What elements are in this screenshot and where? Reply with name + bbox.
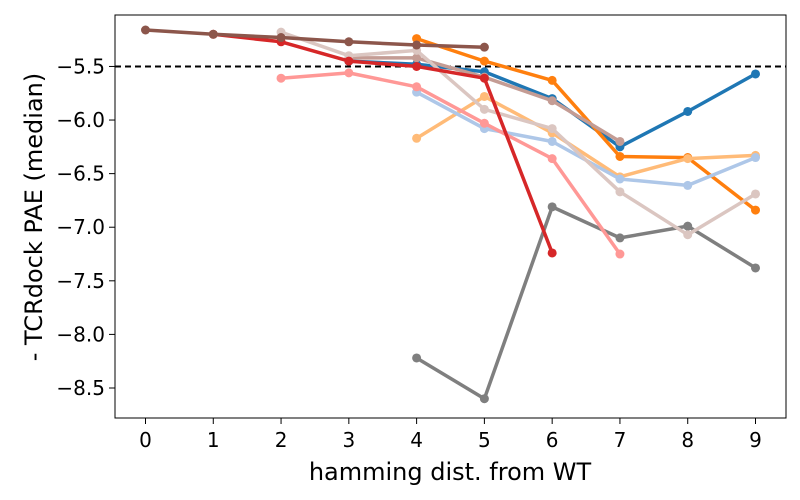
data-point (683, 180, 693, 190)
data-point (412, 82, 422, 92)
y-tick-label: −8.5 (56, 376, 105, 400)
data-point (276, 33, 286, 43)
x-tick-label: 4 (410, 428, 423, 452)
data-point (683, 221, 693, 231)
data-point (547, 248, 557, 258)
data-point (276, 73, 286, 83)
data-point (615, 233, 625, 243)
data-point (751, 189, 760, 199)
data-point (547, 202, 557, 212)
y-tick-label: −8.0 (56, 322, 105, 346)
data-point (412, 61, 422, 71)
x-tick-label: 7 (614, 428, 627, 452)
data-point (615, 174, 625, 184)
data-point (547, 124, 557, 134)
data-point (479, 91, 489, 101)
series-line-1 (414, 36, 758, 212)
x-tick-label: 3 (342, 428, 355, 452)
series-layer (115, 25, 786, 404)
series-8 (208, 29, 557, 258)
y-tick-label: −6.5 (56, 162, 105, 186)
series-line-8 (211, 32, 554, 255)
data-point (344, 56, 354, 66)
x-tick-label: 0 (139, 428, 152, 452)
x-axis-label: hamming dist. from WT (309, 458, 592, 486)
data-point (683, 106, 693, 116)
data-point (412, 133, 422, 143)
data-point (751, 205, 760, 215)
data-point (479, 104, 489, 114)
data-point (547, 154, 557, 164)
series-5 (412, 202, 760, 404)
data-point (344, 37, 354, 47)
data-point (479, 394, 489, 404)
data-point (141, 25, 150, 35)
plot-frame (114, 14, 787, 419)
series-line-6 (279, 30, 758, 237)
data-point (751, 69, 760, 79)
x-tick-label: 5 (478, 428, 491, 452)
data-point (479, 118, 489, 128)
series-7 (276, 68, 625, 259)
x-ticks: 0 1 2 3 4 5 6 7 8 9 (139, 418, 762, 452)
data-point (208, 29, 218, 39)
y-tick-label: −7.0 (56, 215, 105, 239)
x-tick-label: 6 (546, 428, 559, 452)
y-tick-label: −6.0 (56, 108, 105, 132)
data-point (412, 34, 422, 44)
data-point (615, 187, 625, 197)
data-point (751, 153, 760, 163)
data-point (683, 154, 693, 164)
data-point (615, 151, 625, 161)
x-tick-label: 9 (749, 428, 762, 452)
data-point (412, 353, 422, 363)
data-point (412, 53, 422, 63)
data-point (412, 40, 422, 50)
series-6 (276, 27, 760, 240)
series-line-5 (414, 205, 758, 401)
data-point (683, 230, 693, 240)
data-point (615, 249, 625, 259)
y-ticks: −8.5 −8.0 −7.5 −7.0 −6.5 −6.0 −5.5 (56, 54, 115, 400)
data-point (479, 42, 489, 52)
x-tick-label: 2 (275, 428, 288, 452)
series-line-9 (143, 28, 487, 49)
data-point (751, 263, 760, 273)
x-tick-label: 1 (207, 428, 220, 452)
axes-layer (114, 14, 787, 419)
data-point (547, 96, 557, 106)
series-line-2 (414, 94, 758, 179)
y-axis-label: - TCRdock PAE (median) (20, 73, 48, 361)
data-point (344, 68, 354, 78)
data-point (479, 56, 489, 66)
data-point (615, 136, 625, 146)
y-tick-label: −5.5 (56, 54, 105, 78)
data-point (479, 73, 489, 83)
series-line-7 (279, 71, 622, 256)
series-2 (412, 91, 760, 182)
data-point (547, 136, 557, 146)
data-point (547, 75, 557, 85)
x-tick-label: 8 (681, 428, 694, 452)
y-tick-label: −7.5 (56, 269, 105, 293)
series-9 (141, 25, 489, 52)
